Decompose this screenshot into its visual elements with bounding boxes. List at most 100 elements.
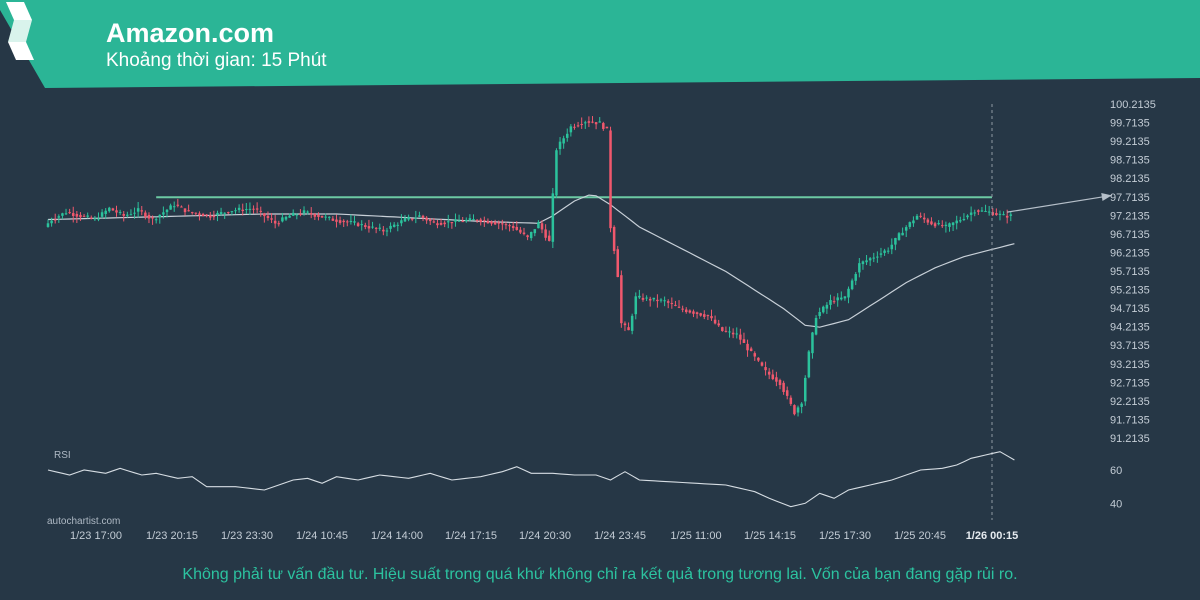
candle-body <box>245 209 248 211</box>
candle-body <box>382 229 385 232</box>
candle-body <box>335 219 338 222</box>
candle-body <box>281 217 284 222</box>
candle-body <box>562 138 565 144</box>
candle-body <box>912 220 915 224</box>
candle-body <box>897 233 901 240</box>
candle-body <box>230 211 234 213</box>
candle-body <box>400 220 403 224</box>
price-tick-label: 98.7135 <box>1110 155 1150 167</box>
candle-body <box>508 225 511 227</box>
candle-body <box>183 208 187 213</box>
moving-average-line <box>47 194 1015 328</box>
candle-body <box>969 212 973 215</box>
candle-body <box>414 217 418 219</box>
candle-body <box>483 220 486 222</box>
candle-body <box>775 377 778 382</box>
candle-body <box>360 224 363 226</box>
candle-body <box>865 260 868 263</box>
candle-body <box>991 212 995 216</box>
candle-body <box>822 306 825 313</box>
candle-body <box>162 212 165 215</box>
candle-body <box>652 297 656 300</box>
candle-body <box>666 301 670 303</box>
candle-body <box>605 126 609 129</box>
candle-body <box>86 215 89 217</box>
candle-body <box>591 121 594 123</box>
candle-body <box>703 314 706 317</box>
autochartist-logo-icon <box>6 2 34 60</box>
candle-body <box>461 221 464 223</box>
candle-body <box>847 288 850 298</box>
candle-body <box>172 206 176 208</box>
candle-body <box>850 280 854 290</box>
candle-body <box>493 222 497 225</box>
price-axis: 100.2135 99.7135 99.2135 98.7135 98.2135 97.7… <box>1110 99 1156 445</box>
candle-body <box>894 238 897 245</box>
forecast-arrow-line <box>1007 194 1112 213</box>
rsi-tick-label: 60 <box>1110 465 1122 477</box>
candle-body <box>385 230 389 232</box>
time-tick-label: 1/26 00:15 <box>966 530 1019 542</box>
candle-body <box>767 371 771 375</box>
candle-body <box>342 220 345 223</box>
candle-body <box>241 209 244 212</box>
candle-body <box>374 227 378 229</box>
price-tick-label: 93.7135 <box>1110 340 1150 352</box>
candle-body <box>721 327 724 331</box>
candle-body <box>854 274 857 281</box>
candle-body <box>782 382 785 392</box>
candle-body <box>955 220 958 224</box>
candle-body <box>367 226 371 229</box>
price-tick-label: 100.2135 <box>1110 99 1156 111</box>
candle-body <box>50 220 53 224</box>
candle-body <box>75 213 79 217</box>
candle-body <box>829 300 832 305</box>
candle-body <box>263 213 266 217</box>
candle-body <box>908 222 912 227</box>
candle-body <box>922 217 926 220</box>
candle-body <box>638 295 641 298</box>
candle-body <box>133 212 136 214</box>
candle-body <box>454 219 457 222</box>
candle-body <box>840 297 843 300</box>
time-tick-label: 1/24 14:00 <box>371 530 423 542</box>
candle-body <box>418 215 421 217</box>
candle-body <box>803 377 807 402</box>
rsi-line <box>47 451 1015 508</box>
candle-body <box>648 298 652 301</box>
candle-body <box>724 330 728 332</box>
candle-body <box>140 210 144 212</box>
candle-body <box>944 224 948 227</box>
candle-body <box>710 316 713 319</box>
candle-body <box>288 215 291 218</box>
candle-body <box>818 311 821 317</box>
candle-body <box>843 296 847 299</box>
candle-body <box>450 222 454 224</box>
price-tick-label: 98.2135 <box>1110 173 1150 185</box>
candle-body <box>540 223 544 230</box>
candle-body <box>749 348 753 351</box>
candle-body <box>356 223 360 227</box>
candle-body <box>771 374 775 380</box>
candle-body <box>346 221 349 223</box>
candle-body <box>753 353 757 357</box>
candle-body <box>46 223 50 227</box>
candle-body <box>306 211 309 213</box>
candle-body <box>904 227 908 231</box>
candle-body <box>180 206 183 208</box>
time-tick-label: 1/24 20:30 <box>519 530 571 542</box>
rsi-tick-label: 40 <box>1110 498 1122 510</box>
candle-body <box>144 212 147 218</box>
time-tick-label: 1/24 10:45 <box>296 530 348 542</box>
candle-body <box>966 215 969 218</box>
candle-body <box>136 208 140 212</box>
candle-body <box>93 218 97 220</box>
candle-body <box>82 215 86 217</box>
candle-body <box>998 213 1002 215</box>
candle-body <box>876 256 879 258</box>
candle-body <box>558 141 562 150</box>
candle-body <box>129 214 133 216</box>
candle-body <box>364 225 367 228</box>
candle-body <box>634 296 638 315</box>
